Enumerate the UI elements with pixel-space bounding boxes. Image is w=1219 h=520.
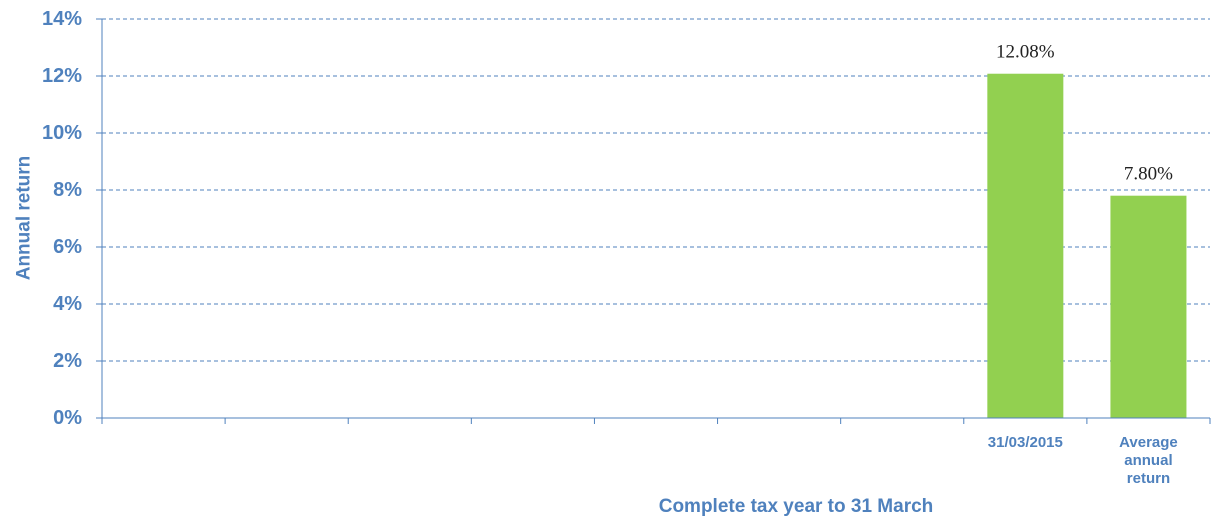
y-tick-label: 0% <box>53 407 82 429</box>
axes <box>96 18 1211 424</box>
y-tick-labels: 0% 2% 4% 6% 8% 10% 12% 14% <box>42 8 82 429</box>
data-label: 12.08% <box>996 42 1055 63</box>
x-axis-title: Complete tax year to 31 March <box>659 496 934 517</box>
x-tick-label: 31/03/2015 <box>988 434 1063 451</box>
data-label: 7.80% <box>1124 164 1173 185</box>
y-axis-title: Annual return <box>14 156 35 281</box>
y-tick-label: 2% <box>53 350 82 372</box>
y-tick-label: 14% <box>42 8 82 30</box>
data-labels: 12.08% 7.80% <box>996 42 1173 185</box>
x-tick-label-line: annual <box>1124 452 1172 469</box>
bar <box>987 73 1064 418</box>
x-tick-label-line: Average <box>1119 434 1178 451</box>
y-tick-label: 6% <box>53 236 82 258</box>
x-tick-label-line: return <box>1127 470 1170 487</box>
y-tick-label: 12% <box>42 65 82 87</box>
bar <box>1110 195 1187 418</box>
bars <box>987 73 1187 418</box>
y-tick-label: 10% <box>42 122 82 144</box>
gridlines <box>102 18 1210 362</box>
x-tick-label-line: 31/03/2015 <box>988 434 1063 451</box>
y-tick-label: 8% <box>53 179 82 201</box>
x-tick-label: Average annual return <box>1119 434 1178 487</box>
x-tick-labels: 31/03/2015 Average annual return <box>988 434 1178 487</box>
y-tick-label: 4% <box>53 293 82 315</box>
